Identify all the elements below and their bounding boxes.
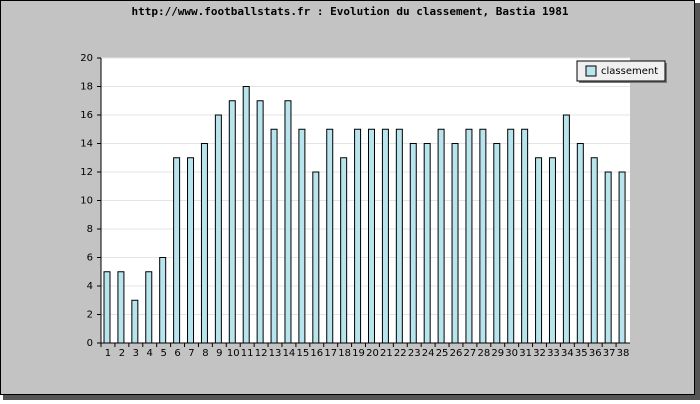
- x-tick-label: 31: [519, 348, 532, 359]
- y-tick-label: 20: [80, 53, 93, 64]
- x-tick-label: 37: [603, 348, 616, 359]
- bar: [284, 100, 292, 344]
- bar: [340, 157, 348, 344]
- y-tick-label: 2: [87, 310, 93, 321]
- bar: [604, 171, 612, 344]
- bar: [368, 128, 375, 344]
- x-tick-label: 29: [491, 348, 504, 359]
- x-tick-label: 2: [119, 348, 125, 359]
- x-tick-label: 12: [255, 348, 268, 359]
- x-tick-label: 20: [366, 348, 379, 359]
- bar: [354, 128, 362, 344]
- bar: [548, 157, 556, 344]
- bar: [562, 114, 570, 344]
- x-tick-label: 26: [450, 348, 463, 359]
- bar: [298, 128, 306, 344]
- x-tick-label: 25: [436, 348, 449, 359]
- bar: [228, 100, 236, 344]
- bar: [479, 128, 487, 344]
- x-tick-label: 14: [283, 348, 296, 359]
- x-tick-label: 36: [589, 348, 602, 359]
- bar: [145, 271, 153, 344]
- x-tick-label: 38: [617, 348, 630, 359]
- x-tick-label: 34: [561, 348, 574, 359]
- x-tick-label: 10: [227, 348, 240, 359]
- bar: [437, 128, 445, 344]
- bar: [326, 128, 334, 344]
- x-tick-label: 17: [324, 348, 337, 359]
- bar: [117, 271, 125, 344]
- bar: [521, 128, 529, 344]
- x-tick-label: 4: [147, 348, 153, 359]
- bar: [312, 171, 320, 344]
- x-tick-label: 9: [216, 348, 222, 359]
- y-tick-label: 4: [87, 281, 93, 292]
- bar: [409, 143, 417, 344]
- x-tick-label: 18: [338, 348, 351, 359]
- x-tick-label: 11: [241, 348, 254, 359]
- x-tick-label: 28: [477, 348, 490, 359]
- x-tick-label: 32: [533, 348, 546, 359]
- x-tick-label: 23: [408, 348, 421, 359]
- y-tick-label: 14: [80, 139, 93, 150]
- bar: [131, 299, 139, 344]
- bar: [159, 257, 167, 344]
- x-tick-label: 22: [394, 348, 407, 359]
- y-tick-label: 8: [87, 224, 93, 235]
- bar: [381, 128, 389, 344]
- bar: [187, 157, 195, 344]
- y-tick-label: 6: [87, 253, 93, 264]
- bar: [270, 128, 278, 344]
- bar: [451, 143, 459, 344]
- legend-swatch: [585, 65, 597, 77]
- bar: [256, 100, 264, 344]
- legend-box: [576, 60, 666, 82]
- bar: [465, 128, 473, 344]
- bar: [535, 157, 543, 344]
- x-tick-label: 30: [505, 348, 518, 359]
- x-tick-label: 13: [269, 348, 282, 359]
- bar: [618, 171, 626, 344]
- x-tick-label: 16: [310, 348, 323, 359]
- x-tick-label: 5: [160, 348, 166, 359]
- bar: [507, 128, 515, 344]
- x-tick-label: 24: [422, 348, 435, 359]
- y-tick-label: 10: [80, 196, 93, 207]
- chart-title: http://www.footballstats.fr : Evolution …: [131, 5, 568, 18]
- x-tick-label: 15: [296, 348, 309, 359]
- legend-label: classement: [601, 66, 658, 77]
- bar: [103, 271, 111, 344]
- x-tick-label: 21: [380, 348, 393, 359]
- bar: [173, 157, 181, 344]
- bar: [493, 143, 501, 344]
- x-tick-label: 27: [464, 348, 477, 359]
- x-tick-label: 19: [352, 348, 365, 359]
- y-tick-label: 16: [80, 110, 93, 121]
- x-tick-label: 35: [575, 348, 588, 359]
- x-tick-label: 6: [174, 348, 180, 359]
- bar: [576, 143, 584, 344]
- x-tick-label: 1: [105, 348, 111, 359]
- x-tick-label: 3: [133, 348, 139, 359]
- x-tick-label: 33: [547, 348, 560, 359]
- bar: [590, 157, 598, 344]
- bar: [242, 86, 250, 344]
- x-tick-label: 8: [202, 348, 208, 359]
- y-tick-label: 18: [80, 82, 93, 93]
- bar: [200, 143, 208, 344]
- bar: [214, 114, 222, 344]
- y-tick-label: 0: [87, 338, 93, 349]
- bar: [395, 128, 403, 344]
- x-tick-label: 7: [188, 348, 194, 359]
- bar: [423, 143, 431, 344]
- y-tick-label: 12: [80, 167, 93, 178]
